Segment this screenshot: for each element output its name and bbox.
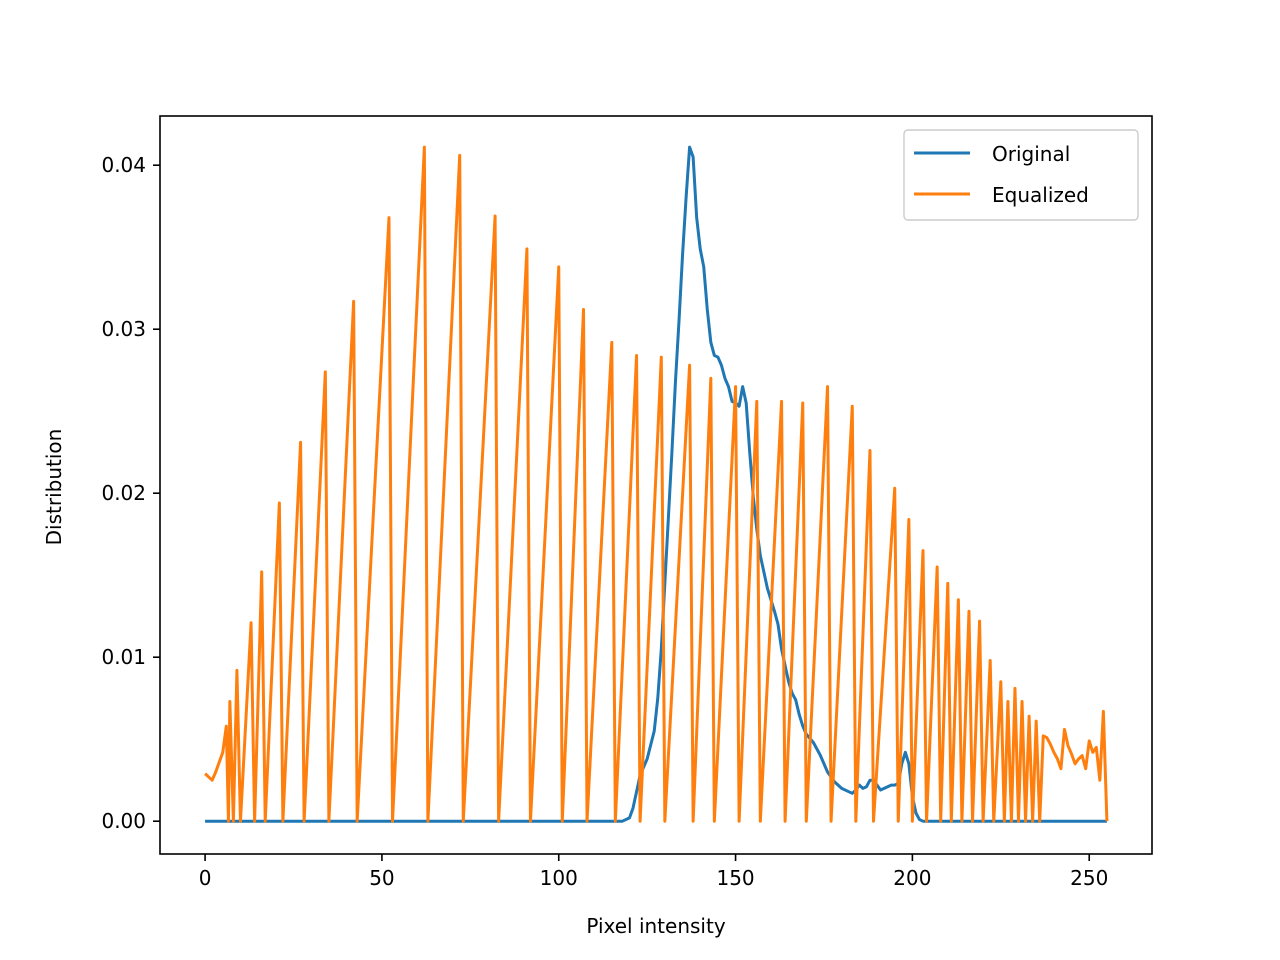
x-tick-label: 250 bbox=[1070, 866, 1108, 890]
y-tick-label: 0.01 bbox=[101, 645, 146, 669]
x-axis-label: Pixel intensity bbox=[586, 914, 725, 938]
x-axis-ticks: 0 50 100 150 200 250 bbox=[199, 854, 1108, 890]
x-tick-label: 0 bbox=[199, 866, 212, 890]
plot-frame bbox=[159, 115, 1153, 855]
series-line-original bbox=[205, 145, 1107, 823]
plot-lines bbox=[204, 145, 1109, 823]
y-tick-label: 0.04 bbox=[101, 153, 146, 177]
legend: Original Equalized bbox=[903, 129, 1139, 221]
x-tick-label: 50 bbox=[369, 866, 394, 890]
y-axis-ticks: 0.00 0.01 0.02 0.03 0.04 bbox=[101, 153, 160, 833]
y-tick-label: 0.03 bbox=[101, 317, 146, 341]
x-tick-label: 100 bbox=[540, 866, 578, 890]
y-tick-label: 0.02 bbox=[101, 481, 146, 505]
y-axis-label: Distribution bbox=[42, 429, 66, 546]
series-line-equalized bbox=[204, 145, 1109, 823]
legend-label-equalized: Equalized bbox=[992, 183, 1089, 207]
legend-label-original: Original bbox=[992, 142, 1070, 166]
x-tick-label: 150 bbox=[716, 866, 754, 890]
y-tick-label: 0.00 bbox=[101, 809, 146, 833]
x-tick-label: 200 bbox=[893, 866, 931, 890]
